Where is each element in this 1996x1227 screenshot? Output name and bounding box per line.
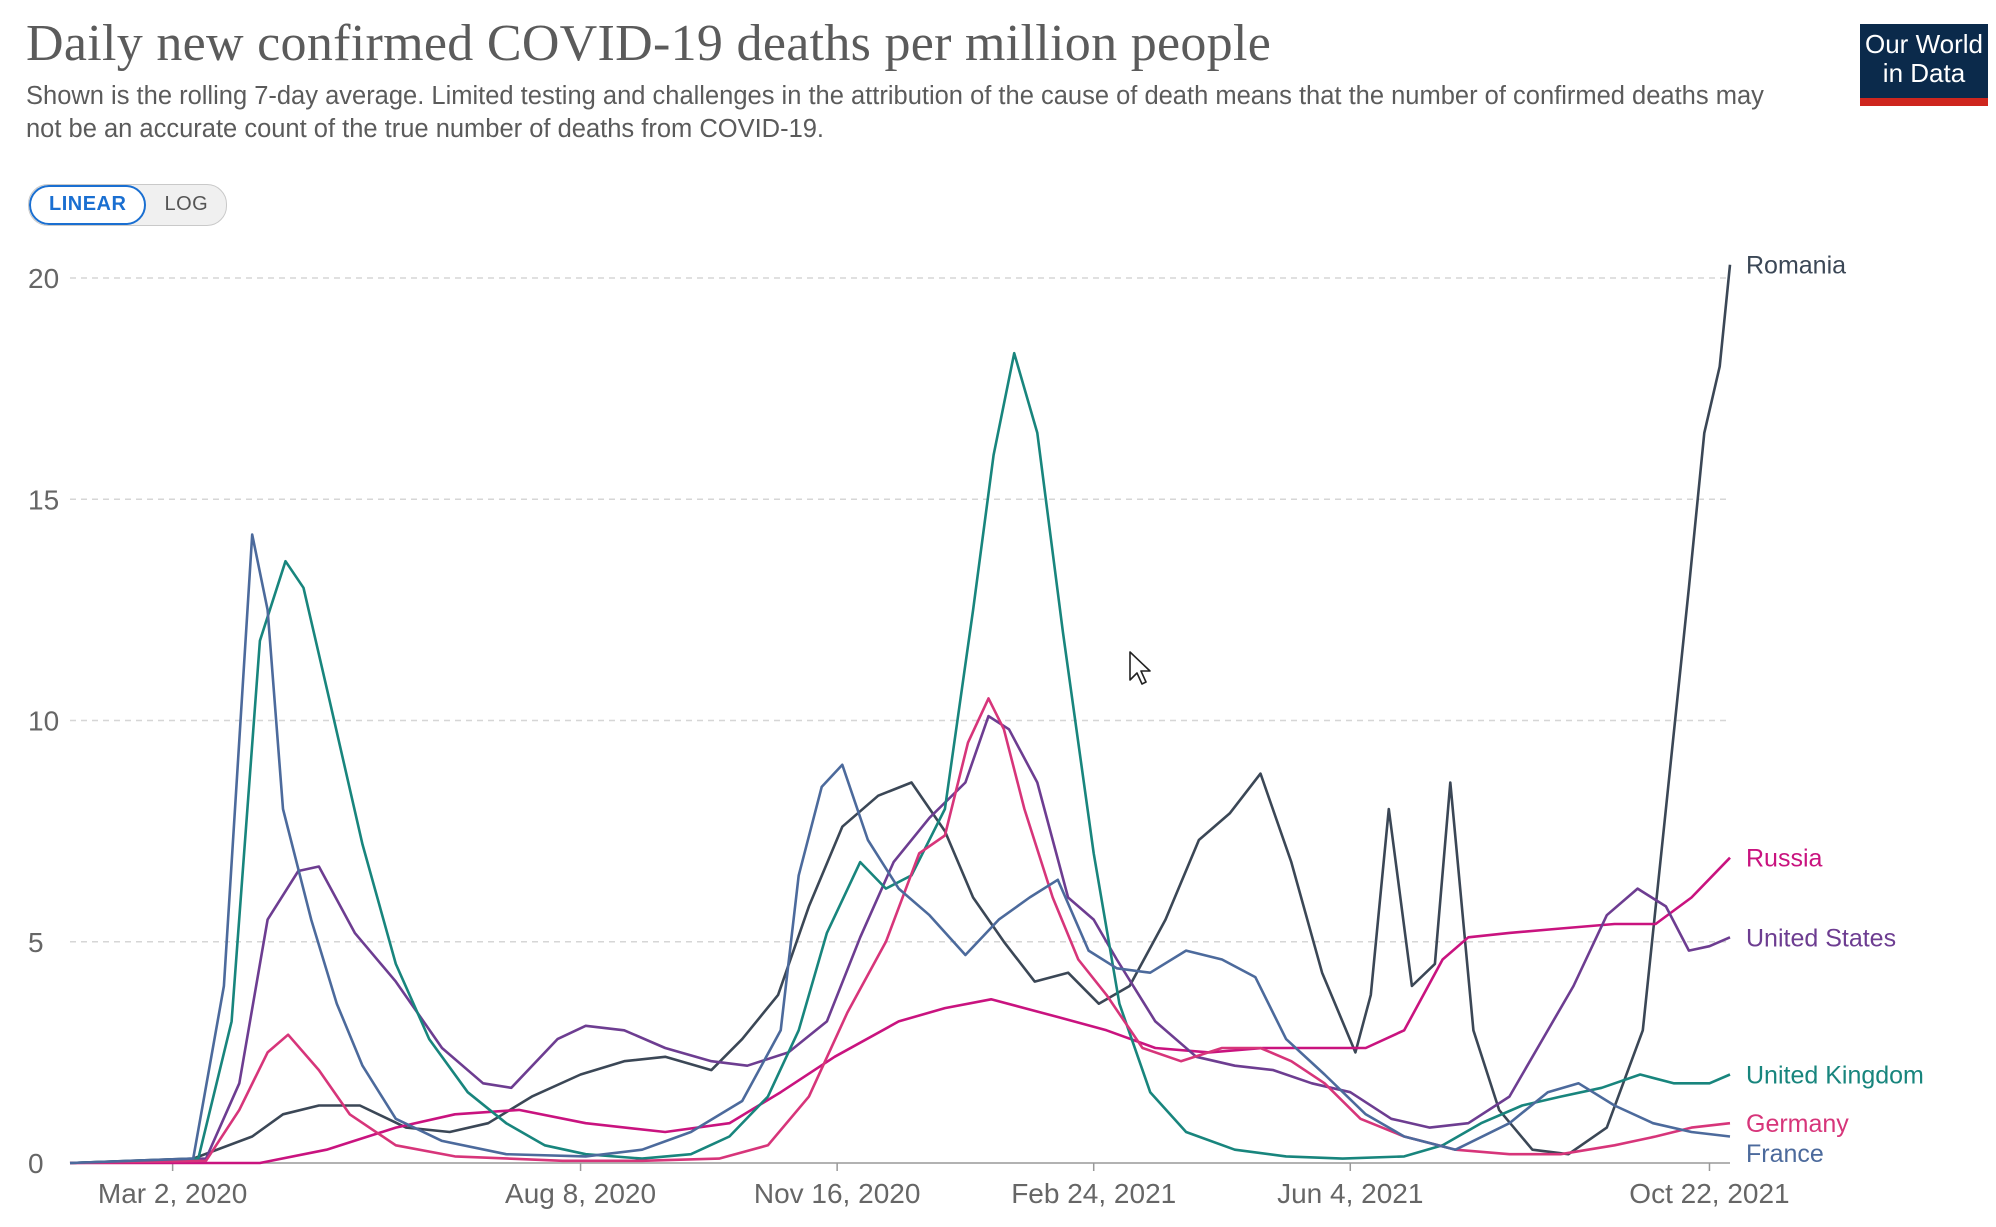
y-tick-label: 15 bbox=[28, 484, 59, 515]
series-end-label: Germany bbox=[1746, 1110, 1849, 1138]
scale-toggle: LINEAR LOG bbox=[28, 184, 228, 226]
owid-logo[interactable]: Our World in Data bbox=[1860, 24, 1988, 106]
chart-subtitle: Shown is the rolling 7-day average. Limi… bbox=[26, 82, 1764, 143]
mouse-pointer-icon bbox=[1129, 651, 1151, 685]
logo-line-1: Our World bbox=[1865, 29, 1983, 59]
series-line-romania bbox=[69, 264, 1732, 1165]
linear-scale-button[interactable]: LINEAR bbox=[29, 185, 147, 225]
x-tick-label: Mar 2, 2020 bbox=[98, 1178, 247, 1209]
logo-line-2: in Data bbox=[1882, 58, 1966, 88]
x-tick-label: Feb 24, 2021 bbox=[1011, 1178, 1176, 1209]
series-line-germany bbox=[69, 697, 1731, 1165]
log-scale-button[interactable]: LOG bbox=[164, 193, 209, 215]
series-end-label: Romania bbox=[1746, 252, 1846, 280]
x-tick-label: Aug 8, 2020 bbox=[505, 1178, 656, 1209]
chart-title: Daily new confirmed COVID-19 deaths per … bbox=[26, 15, 1272, 72]
y-tick-label: 5 bbox=[28, 927, 44, 958]
x-tick-label: Nov 16, 2020 bbox=[754, 1178, 921, 1209]
y-tick-label: 10 bbox=[28, 706, 59, 737]
series-line-united-kingdom bbox=[69, 351, 1731, 1165]
series-line-united-states bbox=[69, 714, 1731, 1165]
y-tick-label: 0 bbox=[28, 1148, 44, 1179]
series-end-label: United States bbox=[1746, 924, 1896, 952]
series-line-russia bbox=[70, 856, 1731, 1165]
series-end-label: United Kingdom bbox=[1746, 1062, 1924, 1090]
series-end-label: Russia bbox=[1746, 845, 1823, 873]
series-end-label: France bbox=[1746, 1140, 1824, 1168]
logo-red-bar bbox=[1860, 98, 1988, 106]
y-tick-label: 20 bbox=[28, 263, 59, 294]
x-tick-label: Oct 22, 2021 bbox=[1629, 1178, 1789, 1209]
x-tick-label: Jun 4, 2021 bbox=[1277, 1178, 1423, 1209]
series-line-france bbox=[69, 533, 1731, 1165]
